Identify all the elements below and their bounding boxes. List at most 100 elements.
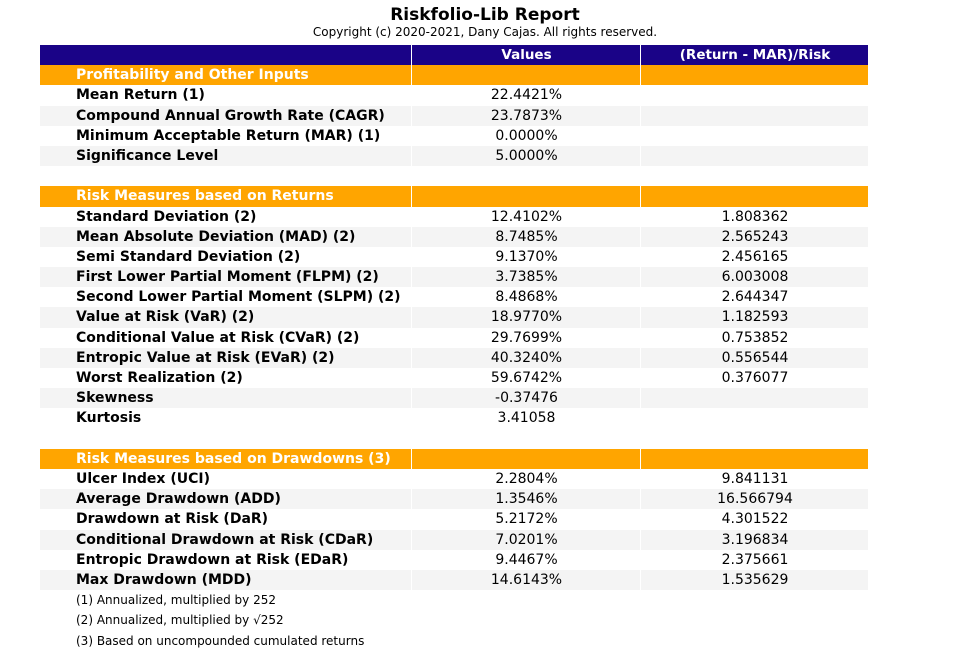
table-row: Max Drawdown (MDD) 14.6143% 1.535629: [40, 569, 868, 591]
row-value: 40.3240%: [411, 347, 641, 368]
row-label: Ulcer Index (UCI): [76, 470, 210, 487]
row-label: Max Drawdown (MDD): [76, 571, 252, 588]
row-ratio: 4.301522: [640, 509, 869, 530]
row-value: 12.4102%: [411, 206, 641, 227]
row-value: 29.7699%: [411, 327, 641, 348]
footnote-1: (1) Annualized, multiplied by 252: [76, 593, 276, 607]
row-value: 8.7485%: [411, 226, 641, 247]
row-label: Significance Level: [76, 147, 219, 164]
table-row: Entropic Value at Risk (EVaR) (2) 40.3240…: [40, 347, 869, 368]
row-label: Minimum Acceptable Return (MAR) (1): [76, 127, 381, 144]
footnote-2: (2) Annualized, multiplied by √252: [76, 613, 284, 628]
row-value: 9.4467%: [411, 549, 641, 570]
row-value: 18.9770%: [411, 307, 641, 328]
row-ratio: [640, 186, 869, 207]
report-table: Values (Return - MAR)/Risk Profitability…: [40, 45, 869, 591]
table-row: Minimum Acceptable Return (MAR) (1) 0.000…: [40, 125, 869, 146]
row-label: Worst Realization (2): [76, 370, 243, 386]
row-label: [40, 429, 411, 449]
table-row: Ulcer Index (UCI) 2.2804% 9.841131: [40, 468, 868, 490]
row-label: Profitability and Other Inputs: [76, 67, 309, 84]
row-label: First Lower Partial Moment (FLPM) (2): [76, 269, 379, 286]
row-label: Second Lower Partial Moment (SLPM) (2): [76, 289, 401, 306]
table-row: Entropic Drawdown at Risk (EDaR) 9.4467% 2…: [40, 549, 869, 570]
table-row: Significance Level 5.0000%: [40, 145, 869, 167]
spacer-row: [40, 166, 868, 186]
section-header-row: Risk Measures based on Drawdowns (3): [40, 448, 868, 469]
row-value: 3.41058: [411, 408, 641, 429]
section-header-row: Risk Measures based on Returns: [40, 186, 869, 207]
row-ratio: 2.456165: [640, 246, 869, 268]
row-value: 7.0201%: [411, 529, 641, 550]
row-label: Risk Measures based on Drawdowns (3): [76, 450, 391, 467]
row-value: [411, 186, 641, 207]
row-ratio: [640, 145, 869, 167]
row-value: -0.37476: [411, 388, 641, 409]
table-row: Mean Return (1) 22.4421%: [40, 85, 869, 106]
row-ratio: [640, 85, 869, 106]
row-value: [411, 429, 640, 449]
row-label: Entropic Drawdown at Risk (EDaR): [76, 551, 349, 568]
row-value: 14.6143%: [411, 569, 641, 591]
row-label: Drawdown at Risk (DaR): [76, 511, 269, 528]
spacer-row: [40, 429, 868, 449]
row-ratio: 1.808362: [640, 206, 869, 227]
row-value: [411, 448, 641, 469]
table-row: Average Drawdown (ADD) 1.3546% 16.566794: [40, 489, 869, 510]
row-label: Conditional Value at Risk (CVaR) (2): [76, 329, 360, 346]
row-value: [411, 65, 641, 86]
row-label: Compound Annual Growth Rate (CAGR): [76, 107, 385, 124]
row-ratio: [640, 125, 869, 146]
row-label: Kurtosis: [76, 410, 142, 427]
row-value: 0.0000%: [411, 125, 641, 146]
row-label: Mean Absolute Deviation (MAD) (2): [76, 228, 356, 245]
row-ratio: 0.376077: [640, 368, 869, 389]
table-row: Value at Risk (VaR) (2) 18.9770% 1.182593: [40, 307, 869, 328]
row-value: 1.3546%: [411, 489, 641, 510]
row-value: 2.2804%: [411, 468, 641, 490]
header-cell-label: [40, 45, 411, 65]
table-row: Standard Deviation (2) 12.4102% 1.808362: [40, 206, 869, 227]
row-value: 23.7873%: [411, 105, 641, 126]
row-ratio: [640, 166, 868, 186]
row-value: 22.4421%: [411, 85, 641, 106]
report-title: Riskfolio-Lib Report: [390, 5, 580, 25]
table-row: Skewness -0.37476: [40, 388, 869, 409]
row-value: 5.2172%: [411, 509, 641, 530]
table-row: Second Lower Partial Moment (SLPM) (2) 8.…: [40, 287, 868, 308]
report-copyright: Copyright (c) 2020-2021, Dany Cajas. All…: [312, 25, 658, 39]
row-ratio: [640, 388, 869, 409]
row-label: [40, 166, 411, 186]
row-ratio: [640, 408, 869, 429]
row-ratio: 6.003008: [640, 267, 869, 288]
row-label: Entropic Value at Risk (EVaR) (2): [76, 349, 335, 366]
table-row: First Lower Partial Moment (FLPM) (2) 3.7…: [40, 267, 869, 288]
row-label: Value at Risk (VaR) (2): [76, 309, 255, 326]
table-row: Worst Realization (2) 59.6742% 0.376077: [40, 368, 869, 389]
row-ratio: 2.375661: [640, 549, 869, 570]
row-value: 3.7385%: [411, 267, 641, 288]
row-label: Skewness: [76, 390, 154, 407]
row-value: 8.4868%: [411, 287, 641, 308]
table-row: Semi Standard Deviation (2) 9.1370% 2.4561…: [40, 246, 869, 268]
footnote-3: (3) Based on uncompounded cumulated retu…: [76, 633, 365, 648]
table-row: Conditional Value at Risk (CVaR) (2) 29.7…: [40, 327, 869, 348]
table-row: Mean Absolute Deviation (MAD) (2) 8.7485%…: [40, 226, 869, 247]
row-ratio: [640, 65, 869, 86]
row-label: Mean Return (1): [76, 87, 205, 104]
row-ratio: 0.753852: [640, 327, 869, 348]
row-ratio: [640, 105, 869, 126]
row-label: Conditional Drawdown at Risk (CDaR): [76, 531, 374, 548]
row-label: Semi Standard Deviation (2): [76, 248, 301, 265]
row-ratio: 16.566794: [640, 489, 869, 510]
row-ratio: 0.556544: [640, 347, 869, 368]
header-cell-values: Values: [411, 45, 641, 66]
row-ratio: 3.196834: [640, 529, 869, 550]
row-ratio: 1.182593: [640, 307, 869, 328]
table-row: Compound Annual Growth Rate (CAGR) 23.787…: [40, 105, 869, 126]
row-label: Risk Measures based on Returns: [76, 188, 334, 205]
row-value: 59.6742%: [411, 368, 641, 389]
row-ratio: 2.565243: [640, 226, 869, 247]
section-header-row: Profitability and Other Inputs: [40, 65, 869, 86]
table-row: Kurtosis 3.41058: [40, 408, 869, 429]
